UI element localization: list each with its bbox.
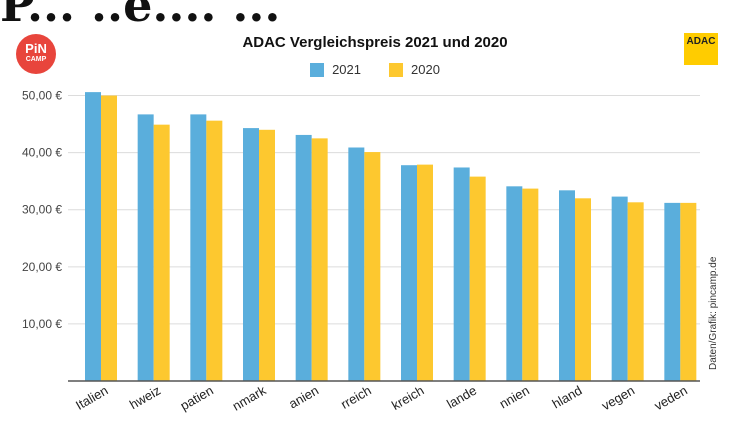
y-tick-label: 20,00 € (22, 260, 62, 274)
x-tick-label: rreich (338, 383, 374, 412)
bar-2020 (153, 124, 170, 382)
x-tick-label: hweiz (127, 383, 163, 413)
y-tick-label: 40,00 € (22, 146, 62, 160)
pincamp-logo-line2: CAMP (25, 56, 47, 63)
y-tick-label: 10,00 € (22, 317, 62, 331)
bar-2021 (190, 114, 207, 382)
bar-2021 (137, 114, 154, 382)
legend-swatch-2021 (310, 62, 325, 77)
chart-legend: 2021 2020 (0, 62, 750, 77)
adac-logo: ADAC (684, 33, 718, 65)
bar-2021 (453, 167, 470, 381)
bar-2020 (417, 164, 433, 381)
cropped-heading: P... ..e.... ... (0, 0, 281, 32)
legend-label-2021: 2021 (332, 62, 361, 77)
pincamp-logo-line1: PiN (25, 41, 47, 56)
x-tick-label: veden (652, 383, 690, 414)
bar-2020 (627, 202, 644, 381)
bar-2020 (206, 120, 223, 381)
bar-2020 (522, 188, 539, 381)
bar-2021 (85, 92, 101, 382)
bar-2021 (401, 165, 417, 381)
bar-2020 (680, 202, 697, 381)
bar-2021 (243, 128, 259, 381)
x-tick-label: patien (178, 383, 216, 414)
bar-2021 (348, 147, 365, 381)
bar-2020 (259, 129, 275, 381)
bar-2021 (664, 202, 681, 381)
x-tick-label: Italien (73, 383, 111, 413)
x-tick-label: anien (286, 383, 321, 412)
chart-title: ADAC Vergleichspreis 2021 und 2020 (242, 34, 508, 51)
y-tick-label: 30,00 € (22, 203, 62, 217)
bar-2020 (101, 95, 117, 381)
bar-2020 (311, 138, 328, 381)
x-tick-label: kreich (389, 383, 427, 413)
bar-2021 (295, 134, 312, 381)
x-tick-label: vegen (599, 383, 637, 414)
bar-2020 (364, 152, 381, 381)
bar-2020 (575, 198, 591, 381)
legend-item-2021: 2021 (310, 62, 361, 77)
bar-2020 (469, 176, 486, 381)
x-tick-label: lande (444, 383, 479, 412)
pincamp-logo: PiN CAMP (16, 34, 56, 74)
x-tick-label: nnien (497, 383, 532, 412)
bar-2021 (506, 186, 523, 381)
bar-2021 (559, 190, 575, 381)
y-tick-label: 50,00 € (22, 89, 62, 103)
bar-2021 (611, 196, 628, 381)
legend-swatch-2020 (389, 62, 403, 77)
legend-label-2020: 2020 (411, 62, 440, 77)
x-tick-label: hland (549, 383, 584, 412)
x-tick-label: nmark (230, 382, 269, 413)
legend-item-2020: 2020 (389, 62, 440, 77)
